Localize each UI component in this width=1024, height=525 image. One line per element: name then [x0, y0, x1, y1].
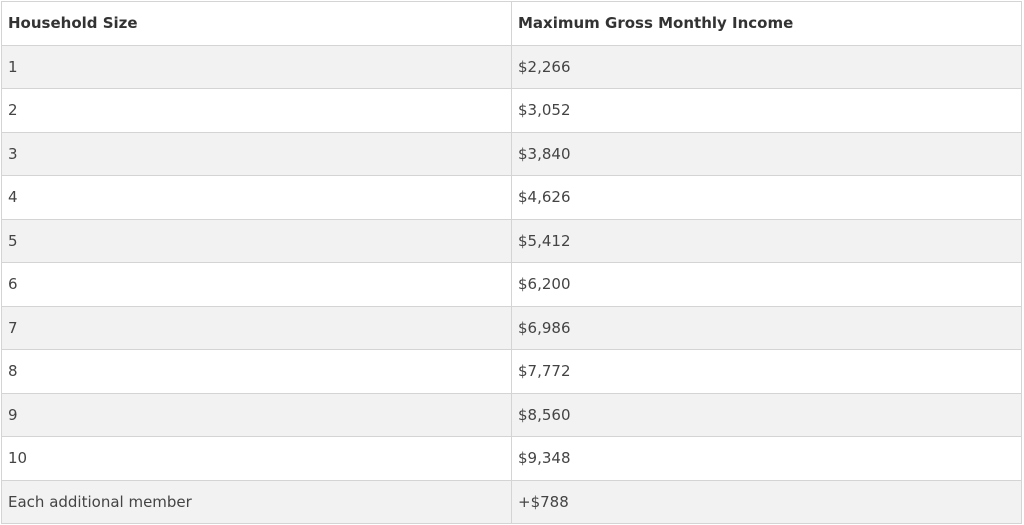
table-row: 10 $9,348	[1, 436, 1022, 481]
income-cell: $6,200	[511, 262, 1022, 307]
table-row: 8 $7,772	[1, 349, 1022, 394]
household-size-cell: 2	[1, 88, 512, 133]
household-size-cell: 6	[1, 262, 512, 307]
income-cell: $4,626	[511, 175, 1022, 220]
income-cell: $8,560	[511, 392, 1022, 437]
income-cell: $3,052	[511, 88, 1022, 133]
household-size-cell: 9	[1, 392, 512, 437]
household-size-cell: 10	[1, 436, 512, 481]
table-row: 6 $6,200	[1, 262, 1022, 307]
household-size-cell: 1	[1, 44, 512, 89]
table-header-row: Household Size Maximum Gross Monthly Inc…	[1, 1, 1022, 46]
household-size-cell: 8	[1, 349, 512, 394]
table-row: 3 $3,840	[1, 131, 1022, 176]
header-max-gross-monthly-income: Maximum Gross Monthly Income	[511, 1, 1022, 46]
table-row: Each additional member +$788	[1, 479, 1022, 524]
income-cell: $7,772	[511, 349, 1022, 394]
household-size-cell: 5	[1, 218, 512, 263]
household-size-cell: Each additional member	[1, 479, 512, 524]
income-cell: +$788	[511, 479, 1022, 524]
table-row: 7 $6,986	[1, 305, 1022, 350]
income-cell: $9,348	[511, 436, 1022, 481]
household-size-cell: 3	[1, 131, 512, 176]
table-row: 2 $3,052	[1, 88, 1022, 133]
table-row: 4 $4,626	[1, 175, 1022, 220]
income-cell: $2,266	[511, 44, 1022, 89]
table-row: 9 $8,560	[1, 392, 1022, 437]
income-cell: $3,840	[511, 131, 1022, 176]
header-household-size: Household Size	[1, 1, 512, 46]
income-cell: $5,412	[511, 218, 1022, 263]
household-size-cell: 7	[1, 305, 512, 350]
income-cell: $6,986	[511, 305, 1022, 350]
table-row: 5 $5,412	[1, 218, 1022, 263]
household-size-cell: 4	[1, 175, 512, 220]
table-row: 1 $2,266	[1, 44, 1022, 89]
